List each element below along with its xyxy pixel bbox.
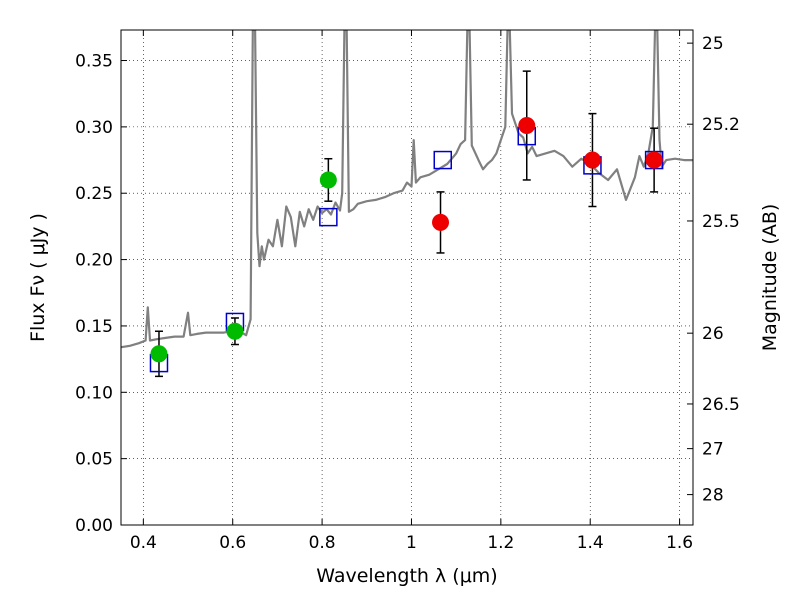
y-tick-label: 0.20 bbox=[75, 251, 113, 271]
y-axis-ticks: 0.00 0.05 0.10 0.15 0.20 0.25 0.30 0.35 bbox=[75, 52, 127, 536]
observed-photometry-points bbox=[150, 117, 663, 363]
x-tick-label: 0.8 bbox=[309, 533, 336, 553]
y2-tick-label: 25 bbox=[702, 34, 724, 54]
x-tick-label: 0.4 bbox=[130, 533, 157, 553]
model-spectrum bbox=[121, 30, 693, 349]
y-tick-label: 0.00 bbox=[75, 516, 113, 536]
observed-photometry-point bbox=[645, 151, 663, 169]
observed-photometry-point bbox=[432, 213, 450, 231]
grid-lines bbox=[121, 30, 693, 526]
x-tick-label: 1.6 bbox=[666, 533, 693, 553]
y2-tick-label: 27 bbox=[702, 440, 724, 460]
model-photometry-square bbox=[319, 207, 338, 227]
y-axis-label: Flux Fν ( μJy ) bbox=[27, 213, 49, 342]
y2-tick-label: 25.5 bbox=[702, 212, 740, 232]
plot-frame bbox=[120, 29, 694, 526]
y2-axis-label: Magnitude (AB) bbox=[759, 204, 781, 352]
x-tick-label: 1.2 bbox=[487, 533, 514, 553]
observed-photometry-point bbox=[319, 171, 337, 189]
y2-tick-label: 26.5 bbox=[702, 395, 740, 415]
y-tick-label: 0.15 bbox=[75, 317, 113, 337]
x-tick-label: 0.6 bbox=[219, 533, 246, 553]
y-tick-label: 0.35 bbox=[75, 52, 113, 72]
x-axis-ticks: 0.4 0.6 0.8 1 1.2 1.4 1.6 bbox=[130, 30, 693, 553]
observed-photometry-point bbox=[518, 117, 536, 135]
y-tick-label: 0.25 bbox=[75, 184, 113, 204]
x-axis-label: Wavelength λ (μm) bbox=[316, 565, 497, 587]
y2-tick-label: 25.2 bbox=[702, 115, 740, 135]
y2-axis-ticks: 25 25.2 25.5 26 26.5 27 28 bbox=[687, 34, 740, 506]
observed-photometry-point bbox=[226, 322, 244, 340]
observed-photometry-point bbox=[583, 151, 601, 169]
spectrum-line bbox=[121, 30, 693, 349]
model-photometry-square bbox=[433, 150, 452, 170]
y2-tick-label: 26 bbox=[702, 324, 724, 344]
x-tick-label: 1 bbox=[406, 533, 417, 553]
y-tick-label: 0.05 bbox=[75, 450, 113, 470]
observed-photometry-point bbox=[150, 345, 168, 363]
y-tick-label: 0.10 bbox=[75, 383, 113, 403]
y2-tick-label: 28 bbox=[702, 486, 724, 506]
y-tick-label: 0.30 bbox=[75, 118, 113, 138]
x-tick-label: 1.4 bbox=[577, 533, 604, 553]
